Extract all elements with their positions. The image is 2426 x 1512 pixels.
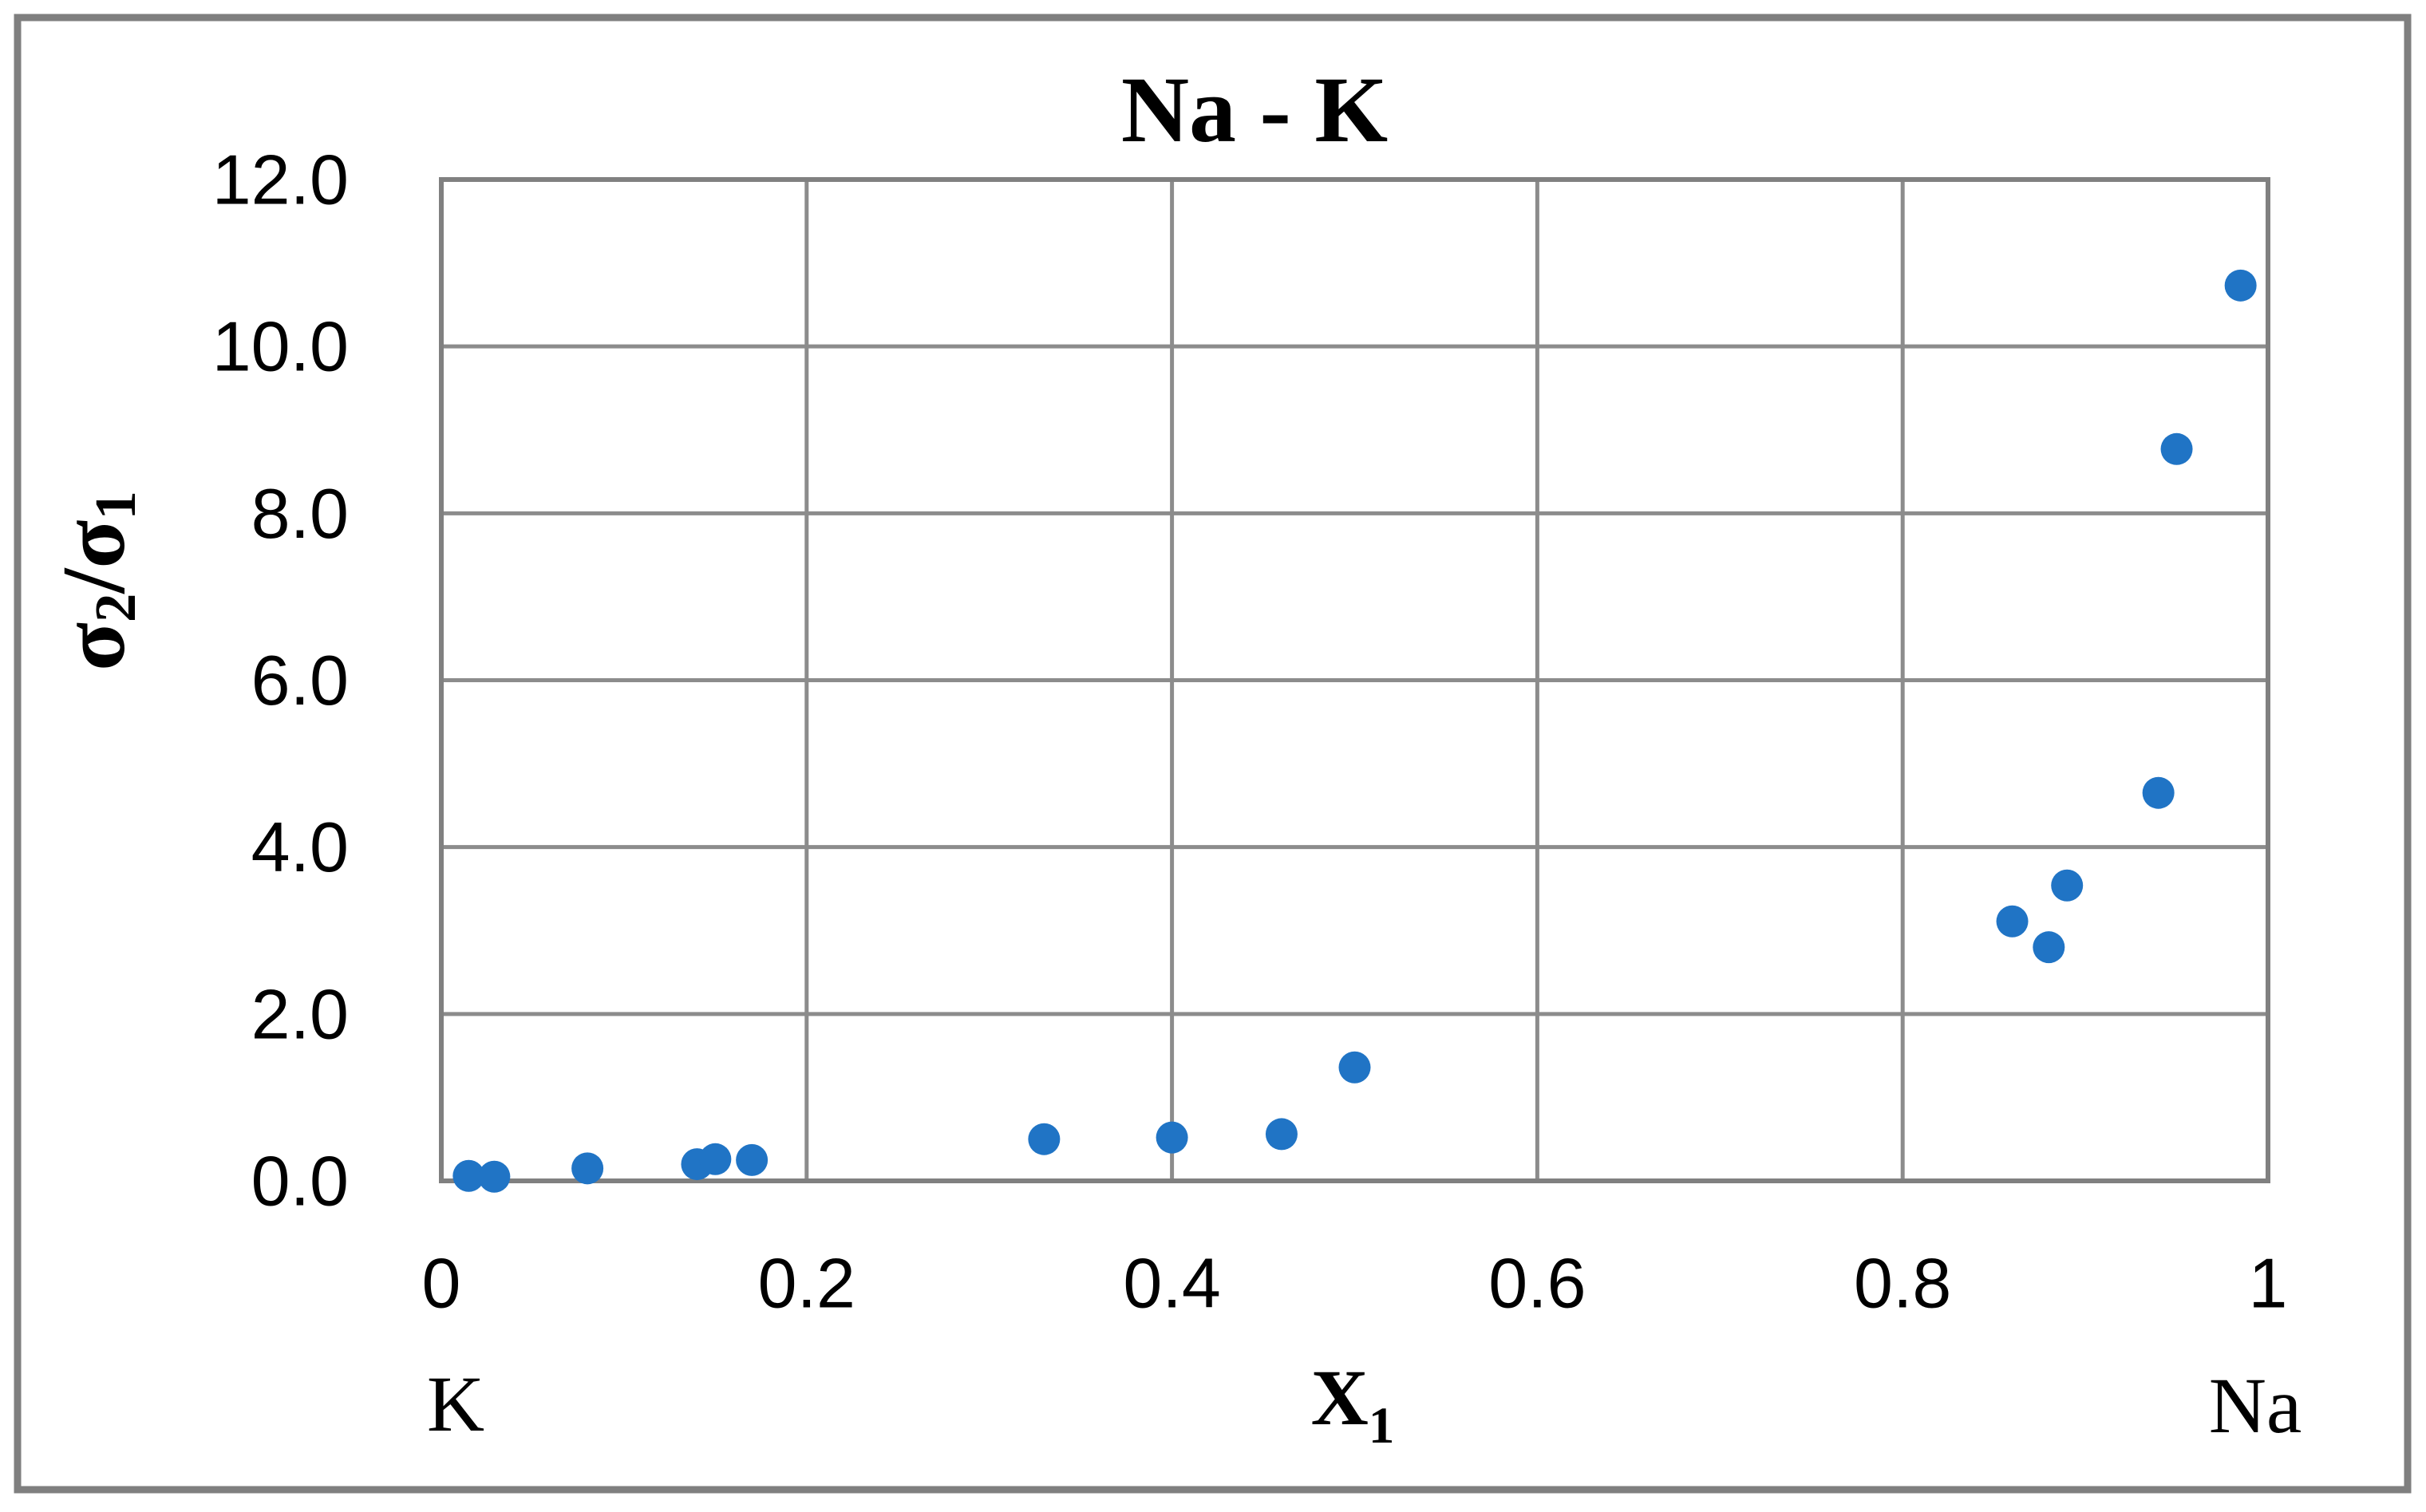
data-point	[1156, 1121, 1188, 1154]
data-point	[1028, 1123, 1061, 1155]
data-point	[699, 1143, 732, 1175]
x-tick-label: 0.8	[1854, 1244, 1951, 1323]
y-tick-label: 6.0	[251, 641, 349, 720]
data-point	[2051, 869, 2084, 902]
data-point	[2033, 931, 2065, 964]
data-point	[2142, 776, 2175, 809]
plot-area-border	[439, 177, 2270, 1183]
data-point	[1996, 905, 2029, 938]
data-point	[1338, 1051, 1371, 1084]
y-axis-title-sub1: 1	[83, 491, 148, 519]
y-tick-label: 12.0	[212, 140, 349, 219]
right-endpoint-label: Na	[2209, 1361, 2302, 1450]
y-tick-label: 2.0	[251, 974, 349, 1053]
left-endpoint-label: K	[427, 1360, 484, 1448]
x-axis-title: X1	[1311, 1353, 1395, 1455]
x-tick-label: 0.2	[758, 1244, 855, 1323]
y-axis-title-sigma2: σ	[45, 622, 144, 671]
x-axis-title-sub: 1	[1369, 1397, 1395, 1455]
data-point	[571, 1152, 604, 1185]
data-point	[2160, 432, 2193, 465]
x-tick-label: 1	[2249, 1244, 2288, 1323]
y-axis-title: σ2/σ1	[45, 491, 148, 671]
x-tick-label: 0	[422, 1244, 461, 1323]
data-point	[1265, 1118, 1298, 1151]
y-tick-label: 0.0	[251, 1142, 349, 1221]
figure-border	[14, 14, 2412, 1494]
chart-title: Na - K	[1121, 57, 1388, 162]
x-tick-label: 0.6	[1488, 1244, 1586, 1323]
data-points-series	[452, 269, 2257, 1193]
gridlines	[441, 180, 2268, 1181]
y-tick-label: 8.0	[251, 474, 349, 553]
x-axis-tick-labels: 0 0.2 0.4 0.6 0.8 1	[422, 1244, 2288, 1323]
data-point	[452, 1159, 485, 1192]
data-point	[736, 1143, 768, 1176]
x-axis-title-base: X	[1311, 1353, 1369, 1442]
y-tick-label: 4.0	[251, 807, 349, 886]
y-axis-tick-labels: 0.0 2.0 4.0 6.0 8.0 10.0 12.0	[212, 140, 349, 1221]
data-point	[478, 1160, 511, 1193]
y-tick-label: 10.0	[212, 307, 349, 386]
y-axis-title-slash-sigma1: /σ	[45, 519, 144, 594]
x-tick-label: 0.4	[1123, 1244, 1220, 1323]
data-point	[2224, 269, 2257, 302]
y-axis-title-sub2: 2	[83, 594, 148, 622]
